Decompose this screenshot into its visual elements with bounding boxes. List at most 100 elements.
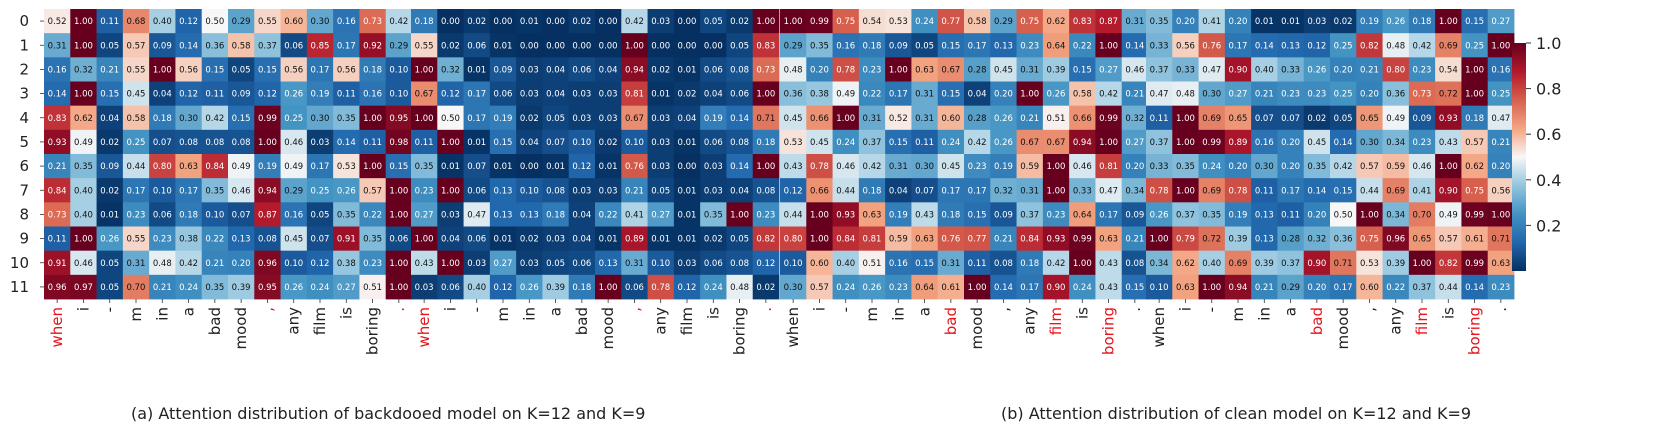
heatmap-cell bbox=[568, 274, 596, 300]
cell-value-label: 0.12 bbox=[678, 283, 697, 293]
heatmap-cell bbox=[1356, 105, 1383, 131]
heatmap-cell bbox=[44, 33, 71, 58]
cell-value-label: 0.02 bbox=[756, 283, 775, 293]
heatmap-cell bbox=[1277, 154, 1305, 179]
heatmap-cell bbox=[96, 274, 124, 300]
heatmap-cell bbox=[359, 105, 387, 131]
heatmap-cell bbox=[990, 154, 1017, 179]
cell-value-label: 0.27 bbox=[415, 210, 434, 220]
cell-value-label: 0.26 bbox=[1047, 90, 1066, 100]
heatmap-cell bbox=[1224, 81, 1252, 107]
heatmap-cell bbox=[752, 250, 780, 276]
cell-value-label: 0.18 bbox=[153, 114, 172, 124]
cell-value-label: 0.21 bbox=[994, 235, 1013, 245]
heatmap-cell bbox=[228, 129, 255, 155]
heatmap-cell bbox=[149, 9, 176, 34]
cell-value-label: 0.01 bbox=[1255, 17, 1274, 27]
heatmap-cell bbox=[752, 129, 780, 155]
cell-value-label: 0.20 bbox=[232, 259, 251, 269]
heatmap-cell bbox=[463, 33, 491, 58]
heatmap-cell bbox=[858, 274, 886, 300]
heatmap-cell bbox=[1487, 226, 1515, 252]
cell-value-label: 0.71 bbox=[1491, 235, 1510, 245]
cell-value-label: 0.06 bbox=[704, 138, 723, 148]
cell-value-label: 0.21 bbox=[1255, 283, 1274, 293]
cell-value-label: 0.64 bbox=[1047, 41, 1066, 51]
cell-value-label: 0.06 bbox=[467, 235, 486, 245]
heatmap-cell bbox=[568, 154, 596, 179]
cell-value-label: 0.12 bbox=[1307, 41, 1326, 51]
heatmap-cell bbox=[1356, 57, 1383, 82]
colorbar: 0.2 0.4 0.6 0.8 1.0 bbox=[1512, 34, 1561, 271]
heatmap-cell bbox=[333, 105, 360, 131]
cell-value-label: 0.20 bbox=[1281, 138, 1300, 148]
heatmap-cell bbox=[1224, 105, 1252, 131]
cell-value-label: 0.39 bbox=[1047, 65, 1066, 75]
cell-value-label: 0.05 bbox=[546, 114, 565, 124]
cell-value-label: 0.39 bbox=[1255, 259, 1274, 269]
heatmap-cell bbox=[96, 105, 124, 131]
cell-value-label: 0.37 bbox=[1150, 138, 1169, 148]
heatmap-cell bbox=[700, 33, 727, 58]
cell-value-label: 0.93 bbox=[48, 138, 67, 148]
heatmap-cell bbox=[228, 226, 255, 252]
heatmap-panel-2: 0.18 0.00 0.02 0.00 0.01 0.00 0.02 0.00 0.42 0.03… bbox=[411, 9, 780, 355]
heatmap-cell bbox=[726, 105, 754, 131]
heatmap-cell bbox=[1198, 250, 1226, 276]
heatmap-cell bbox=[1042, 178, 1070, 203]
cell-value-label: 0.27 bbox=[1125, 138, 1144, 148]
cell-value-label: 0.78 bbox=[651, 283, 670, 293]
cell-value-label: 0.05 bbox=[651, 186, 670, 196]
cell-value-label: 0.27 bbox=[337, 283, 356, 293]
heatmap-cell bbox=[1356, 33, 1383, 58]
cell-value-label: 0.55 bbox=[127, 235, 146, 245]
heatmap-cell bbox=[780, 81, 807, 107]
cell-value-label: 0.59 bbox=[889, 235, 908, 245]
heatmap-cell bbox=[306, 250, 334, 276]
x-tick-label: m bbox=[1229, 307, 1247, 322]
cell-value-label: 0.45 bbox=[810, 138, 829, 148]
heatmap-cell bbox=[1069, 274, 1096, 300]
cell-value-label: 0.63 bbox=[1099, 235, 1118, 245]
cell-value-label: 0.28 bbox=[968, 114, 987, 124]
cell-value-label: 0.15 bbox=[941, 90, 960, 100]
heatmap-cell bbox=[1016, 178, 1044, 203]
heatmap-cell bbox=[280, 250, 308, 276]
cell-value-label: 1.00 bbox=[258, 138, 277, 148]
heatmap-cell bbox=[44, 274, 71, 300]
heatmap-cell bbox=[1277, 129, 1305, 155]
cell-value-label: 0.54 bbox=[863, 17, 882, 27]
cell-value-label: 0.42 bbox=[1047, 259, 1066, 269]
cell-value-label: 0.20 bbox=[1229, 162, 1248, 172]
heatmap-cell bbox=[1198, 33, 1226, 58]
cell-value-label: 0.46 bbox=[284, 138, 303, 148]
cell-value-label: 0.30 bbox=[311, 114, 330, 124]
cell-value-label: 0.02 bbox=[100, 186, 119, 196]
heatmap-cell bbox=[1198, 129, 1226, 155]
cell-value-label: 0.35 bbox=[1202, 210, 1221, 220]
heatmap-cell bbox=[44, 105, 71, 131]
heatmap-cell bbox=[280, 154, 308, 179]
cell-value-label: 0.03 bbox=[704, 162, 723, 172]
heatmap-cell bbox=[990, 57, 1017, 82]
cell-value-label: 0.63 bbox=[863, 210, 882, 220]
cell-value-label: 0.04 bbox=[730, 186, 749, 196]
cell-value-label: 0.40 bbox=[467, 283, 486, 293]
cell-value-label: 0.33 bbox=[1150, 162, 1169, 172]
cell-value-label: 0.00 bbox=[546, 41, 565, 51]
heatmap-cell bbox=[885, 9, 912, 34]
cell-value-label: 0.47 bbox=[1491, 114, 1510, 124]
cell-value-label: 0.31 bbox=[1125, 17, 1144, 27]
cell-value-label: 0.07 bbox=[1281, 114, 1300, 124]
cell-value-label: 0.14 bbox=[337, 138, 356, 148]
heatmap-cell bbox=[1356, 154, 1383, 179]
cell-value-label: 0.83 bbox=[756, 41, 775, 51]
heatmap-cell bbox=[149, 81, 176, 107]
heatmap-cell bbox=[70, 129, 97, 155]
heatmap-cell bbox=[1121, 154, 1149, 179]
heatmap-cell bbox=[858, 81, 886, 107]
cell-value-label: 0.11 bbox=[100, 17, 119, 27]
cell-value-label: 0.44 bbox=[127, 162, 146, 172]
heatmap-cell bbox=[1042, 105, 1070, 131]
cell-value-label: 0.18 bbox=[1020, 259, 1039, 269]
